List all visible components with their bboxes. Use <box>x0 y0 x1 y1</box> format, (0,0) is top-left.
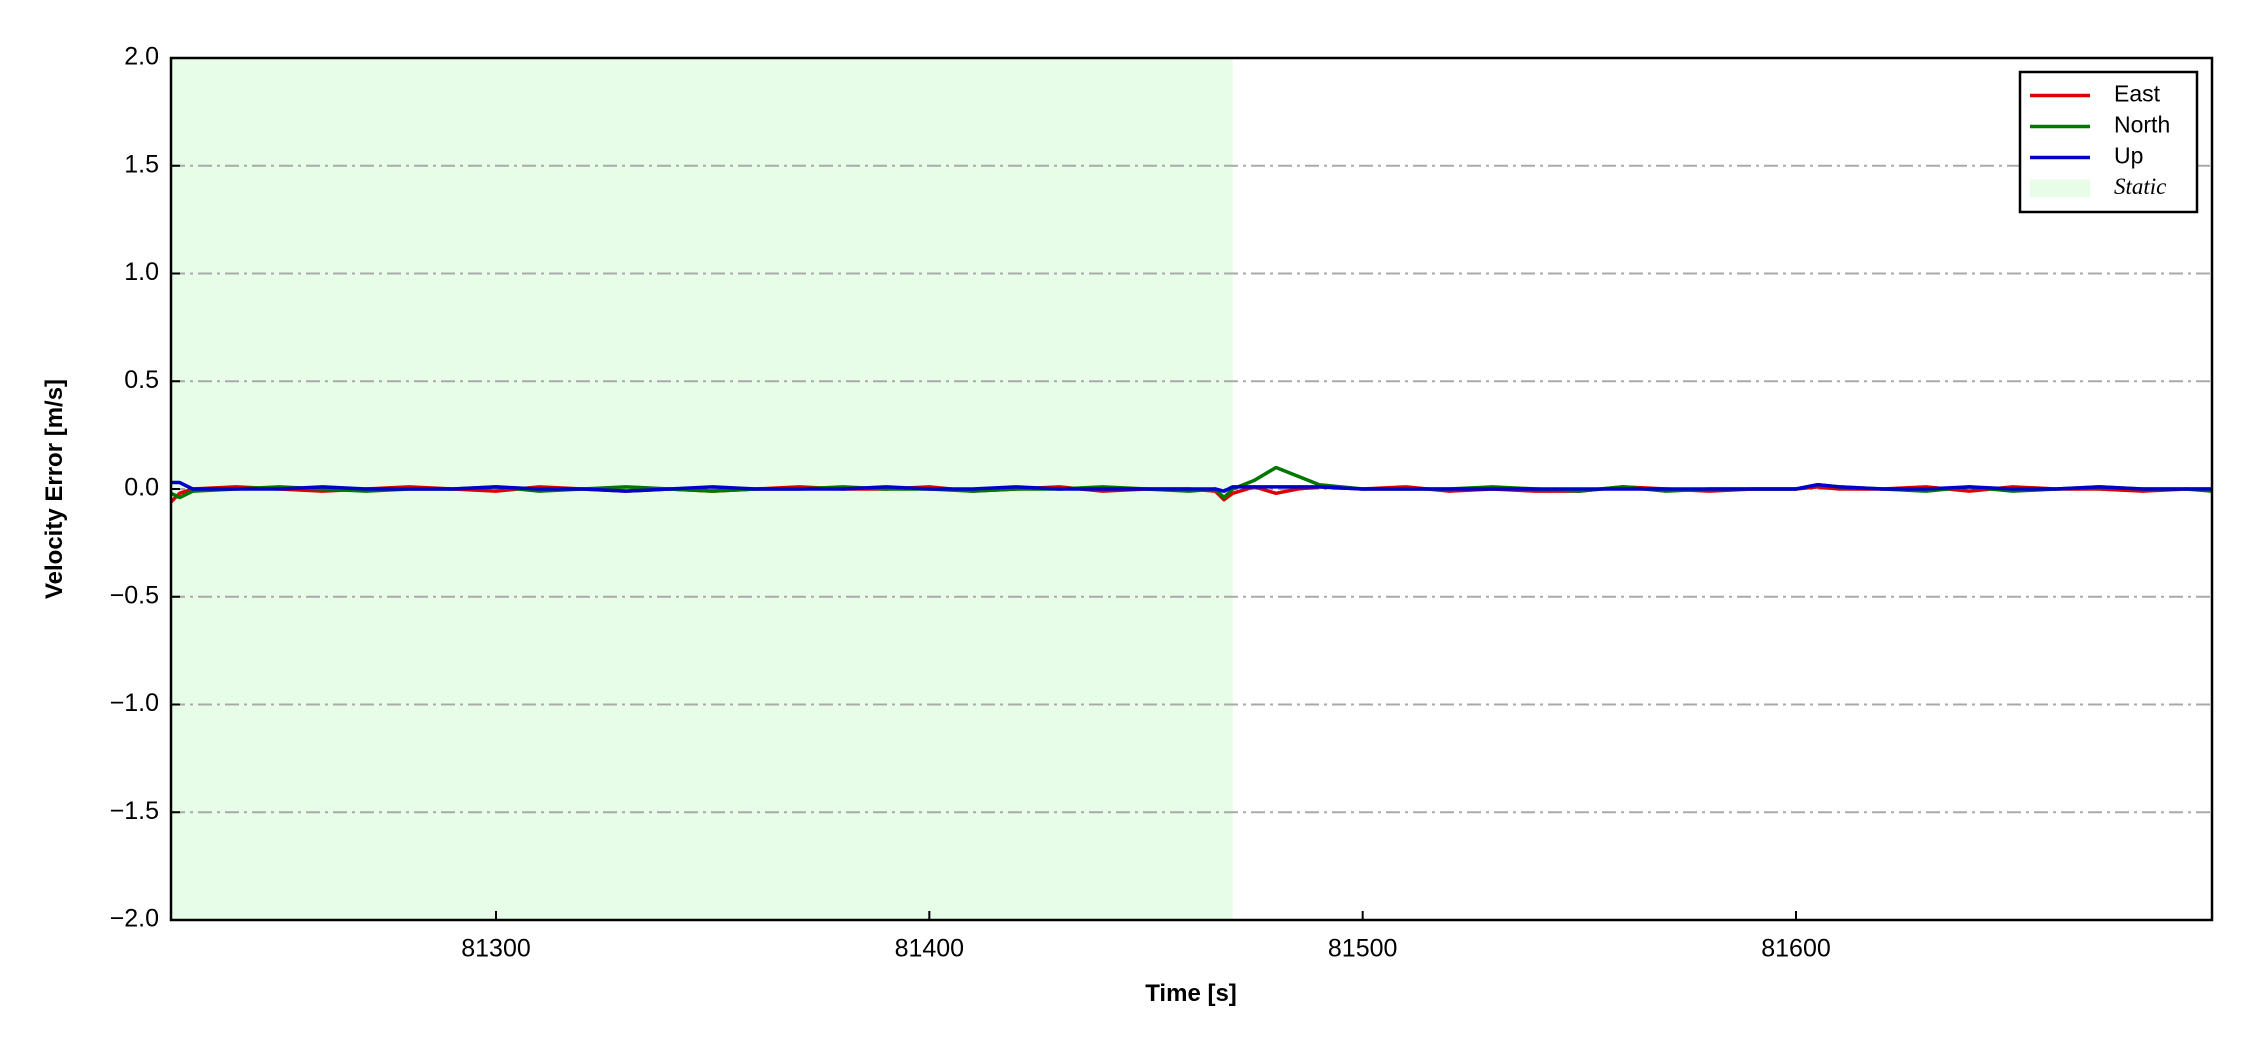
y-tick-label: −1.5 <box>110 797 159 825</box>
legend: East North Up Static <box>2018 70 2199 214</box>
series-line <box>171 480 2212 493</box>
y-tick-label: 2.0 <box>124 43 159 71</box>
y-axis-label: Velocity Error [m/s] <box>41 379 68 599</box>
y-tick-label: −2.0 <box>110 905 159 933</box>
y-tick-label: 0.0 <box>124 474 159 502</box>
plot-frame <box>169 56 2214 922</box>
series-line <box>169 485 2212 504</box>
y-tick-label: 1.0 <box>124 258 159 286</box>
legend-label: Static <box>2114 174 2166 199</box>
x-tick-label: 81600 <box>1761 935 1831 963</box>
x-tick-label: 81500 <box>1328 935 1398 963</box>
legend-label: Up <box>2114 143 2143 169</box>
y-tick-label: 0.5 <box>124 366 159 394</box>
legend-label: East <box>2114 81 2161 107</box>
y-tick-label: −0.5 <box>110 581 159 609</box>
x-tick-label: 81400 <box>895 935 965 963</box>
legend-label: North <box>2114 112 2170 138</box>
y-tick-label: 1.5 <box>124 150 159 178</box>
y-tick-label: −1.0 <box>110 689 159 717</box>
x-tick-label: 81300 <box>461 935 531 963</box>
legend-swatch <box>2030 179 2090 198</box>
x-axis-label: Time [s] <box>1145 980 1237 1007</box>
